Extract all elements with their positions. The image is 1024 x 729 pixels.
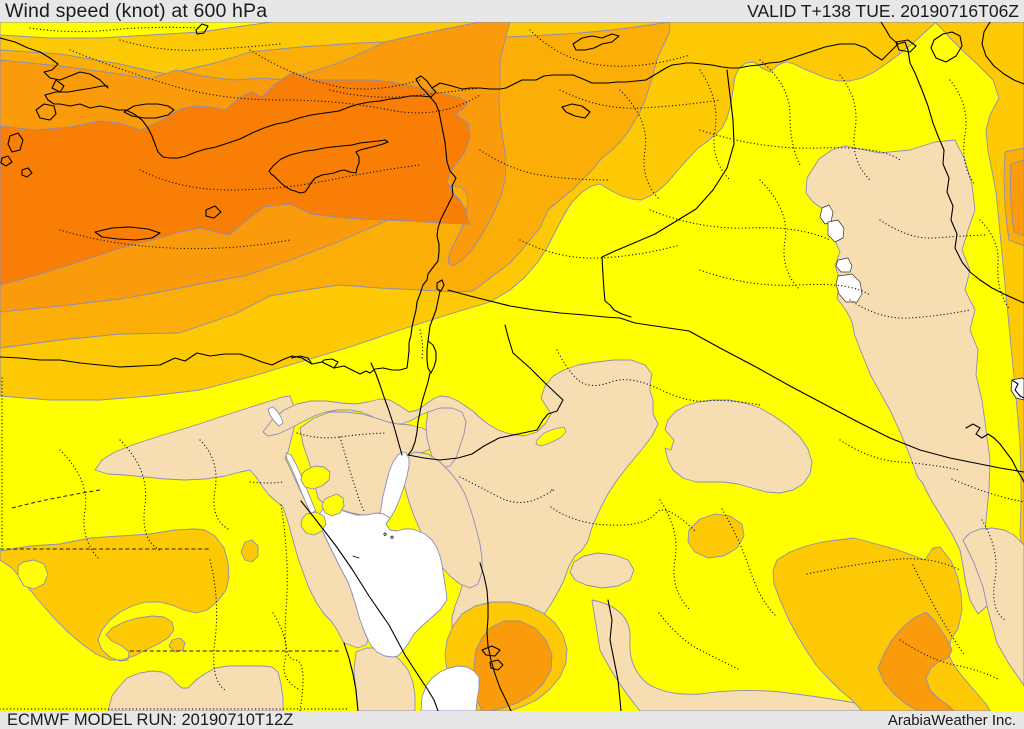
svg-text:VALID T+138 TUE. 20190716T06Z: VALID T+138 TUE. 20190716T06Z	[747, 1, 1019, 21]
svg-text:ECMWF MODEL RUN: 20190710T12Z: ECMWF MODEL RUN: 20190710T12Z	[7, 711, 293, 729]
svg-text:Wind speed (knot) at 600 hPa: Wind speed (knot) at 600 hPa	[5, 0, 267, 22]
svg-text:ArabiaWeather Inc.: ArabiaWeather Inc.	[888, 712, 1016, 729]
